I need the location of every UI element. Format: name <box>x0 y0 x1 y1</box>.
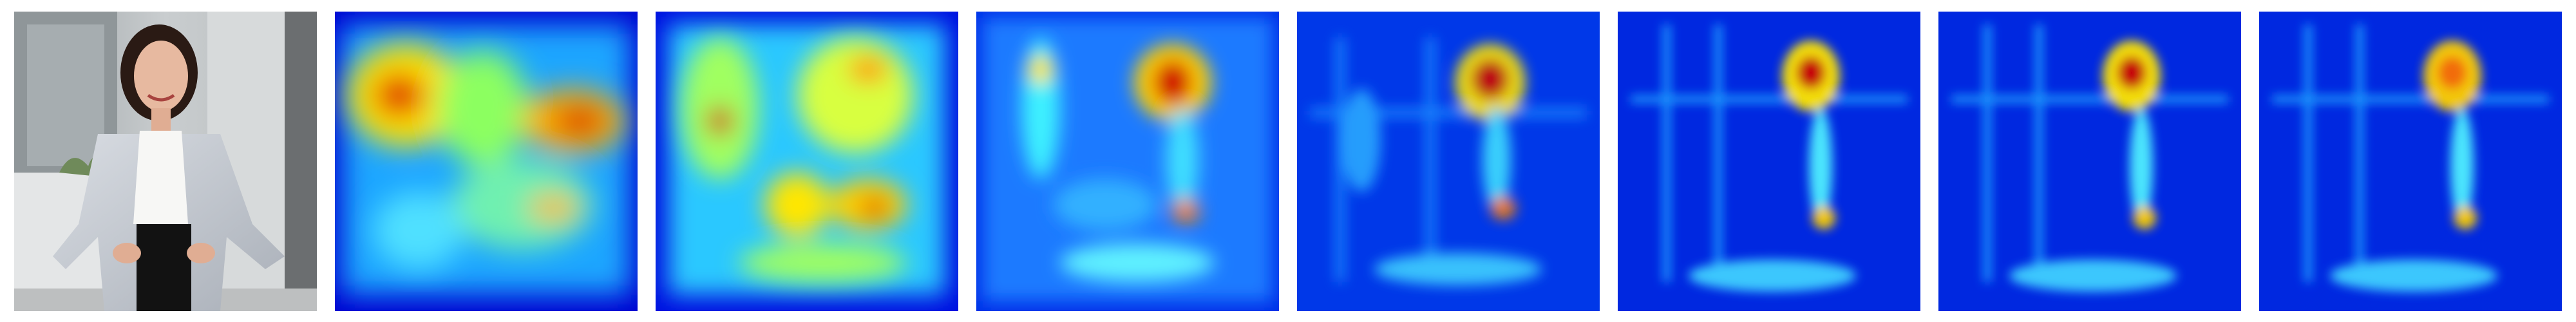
heatmap-6-drawing <box>1938 12 2241 311</box>
heatmap-panel-6 <box>1938 12 2241 311</box>
heatmap-4-drawing <box>1297 12 1600 311</box>
heatmap-panel-2 <box>656 12 958 311</box>
heatmap-7-drawing <box>2259 12 2562 311</box>
source-photo <box>14 12 317 311</box>
heatmap-2-drawing <box>656 12 958 311</box>
heatmap-5-drawing <box>1618 12 1920 311</box>
heatmap-panel-1 <box>335 12 638 311</box>
heatmap-3-drawing <box>976 12 1279 311</box>
heatmap-panel-7 <box>2259 12 2562 311</box>
photo-drawing <box>14 12 317 311</box>
heatmap-panel-3 <box>976 12 1279 311</box>
heatmap-1-drawing <box>335 12 638 311</box>
heatmap-panel-5 <box>1618 12 1920 311</box>
heatmap-panel-4 <box>1297 12 1600 311</box>
